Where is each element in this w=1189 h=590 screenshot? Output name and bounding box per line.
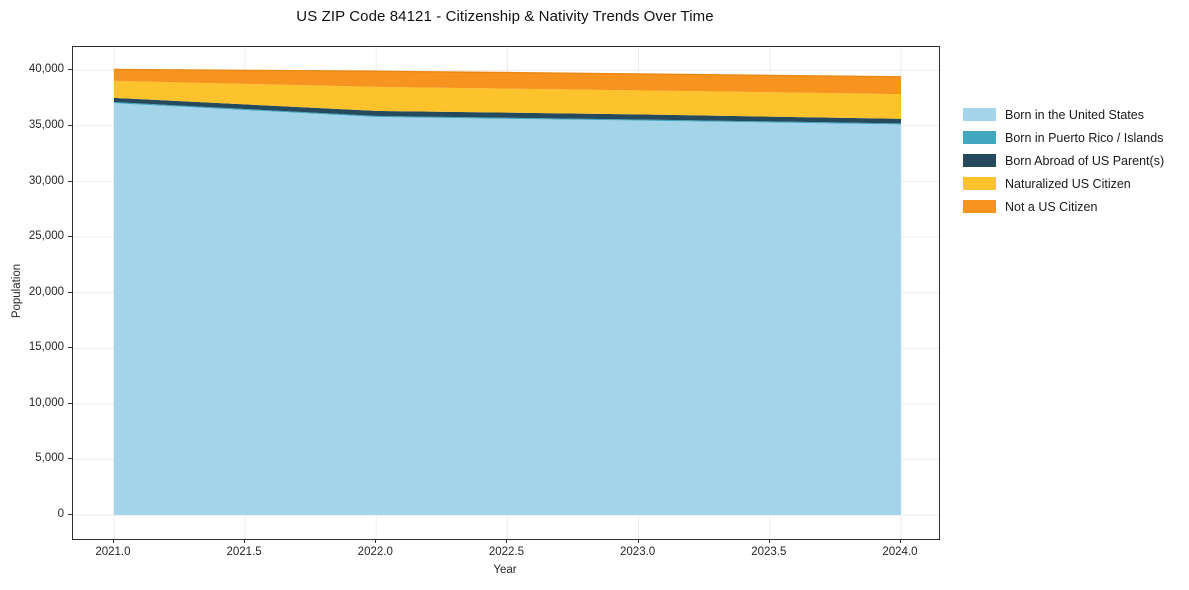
stack-top-edge (113, 68, 901, 78)
legend-item-born-in-the-united-states: Born in the United States (963, 107, 1164, 122)
legend: Born in the United States Born in Puerto … (963, 107, 1165, 214)
y-tick-label: 15,000 (28, 341, 64, 354)
y-tick-mark (68, 458, 72, 460)
legend-swatch (963, 108, 996, 121)
x-tick-mark (112, 539, 114, 543)
x-tick-label: 2024.0 (882, 546, 918, 558)
x-tick-label: 2022.0 (357, 546, 393, 558)
y-tick-label: 0 (57, 507, 64, 520)
legend-label: Born in the United States (1005, 107, 1144, 122)
x-tick-mark (637, 539, 639, 543)
plot-area (72, 46, 940, 540)
area-born-abroad-of-us-parent-s (113, 97, 901, 124)
chart-title: US ZIP Code 84121 - Citizenship & Nativi… (296, 8, 714, 25)
area-naturalized-us-citizen (113, 80, 901, 119)
x-tick-label: 2021.0 (95, 546, 131, 558)
legend-swatch (963, 177, 996, 190)
x-tick-label: 2021.5 (226, 546, 262, 558)
x-tick-mark (899, 539, 901, 543)
area-not-a-us-citizen (113, 69, 901, 95)
area-born-in-puerto-rico-islands (113, 102, 901, 125)
legend-label: Born Abroad of US Parent(s) (1005, 153, 1165, 168)
legend-item-not-a-us-citizen: Not a US Citizen (963, 199, 1164, 214)
y-tick-mark (68, 124, 72, 126)
x-tick-mark (506, 539, 508, 543)
x-tick-label: 2023.0 (620, 546, 656, 558)
y-tick-label: 20,000 (28, 285, 64, 298)
legend-item-born-in-puerto-rico-islands: Born in Puerto Rico / Islands (963, 130, 1164, 145)
y-tick-mark (68, 180, 72, 182)
y-tick-label: 35,000 (28, 118, 64, 131)
y-tick-label: 40,000 (28, 63, 64, 76)
legend-swatch (963, 131, 996, 144)
y-tick-mark (68, 69, 72, 71)
x-tick-mark (375, 539, 377, 543)
legend-label: Not a US Citizen (1005, 199, 1098, 214)
x-tick-mark (244, 539, 246, 543)
legend-swatch (963, 154, 996, 167)
y-tick-label: 5,000 (35, 452, 64, 465)
legend-label: Naturalized US Citizen (1005, 176, 1131, 191)
y-tick-mark (68, 291, 72, 293)
x-tick-label: 2023.5 (751, 546, 787, 558)
y-tick-mark (68, 513, 72, 515)
legend-item-born-abroad-of-us-parent-s: Born Abroad of US Parent(s) (963, 153, 1165, 168)
y-axis-label: Population (11, 263, 23, 319)
x-axis-label: Year (493, 564, 517, 576)
legend-item-naturalized-us-citizen: Naturalized US Citizen (963, 176, 1164, 191)
y-tick-mark (68, 347, 72, 349)
legend-swatch (963, 200, 996, 213)
x-tick-mark (768, 539, 770, 543)
y-tick-label: 30,000 (28, 174, 64, 187)
y-tick-label: 25,000 (28, 230, 64, 243)
y-tick-mark (68, 402, 72, 404)
stacked-area-chart (73, 47, 939, 539)
y-tick-mark (68, 236, 72, 238)
legend-label: Born in Puerto Rico / Islands (1005, 130, 1164, 145)
area-born-in-the-united-states (113, 103, 901, 515)
y-tick-label: 10,000 (28, 396, 64, 409)
x-tick-label: 2022.5 (488, 546, 525, 558)
